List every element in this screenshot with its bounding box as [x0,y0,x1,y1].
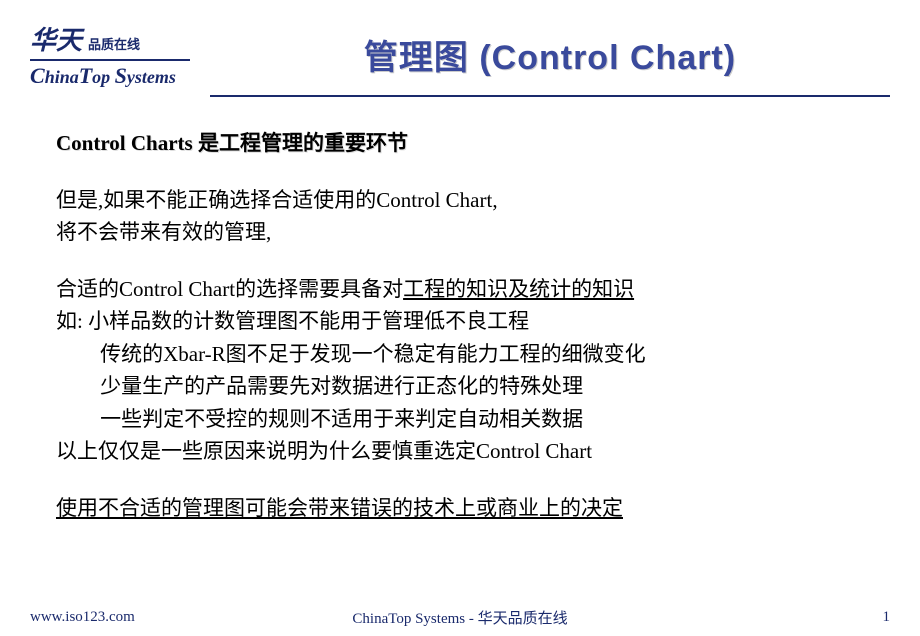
text-line: 但是,如果不能正确选择合适使用的Control Chart, [56,184,864,217]
text-line: 少量生产的产品需要先对数据进行正态化的特殊处理 [56,370,864,403]
text-line: 使用不合适的管理图可能会带来错误的技术上或商业上的决定 [56,496,623,520]
logo-underline [30,59,190,61]
page-title: 管理图 (Control Chart) [210,30,890,79]
logo-tagline: 品质在线 [88,34,140,53]
paragraph-2: 合适的Control Chart的选择需要具备对工程的知识及统计的知识 如: 小… [56,273,864,468]
footer: www.iso123.com ChinaTop Systems - 华天品质在线… [0,609,920,626]
text-line: 如: 小样品数的计数管理图不能用于管理低不良工程 [56,305,864,338]
paragraph-3: 使用不合适的管理图可能会带来错误的技术上或商业上的决定 [56,492,864,525]
paragraph-1: 但是,如果不能正确选择合适使用的Control Chart, 将不会带来有效的管… [56,184,864,249]
text-line: 合适的Control Chart的选择需要具备对工程的知识及统计的知识 [56,273,864,306]
logo: 华天 品质在线 ChinaTop Systems [30,20,210,89]
footer-url: www.iso123.com [30,609,135,626]
logo-chinese: 华天 [30,20,82,57]
text-line: 一些判定不受控的规则不适用于来判定自动相关数据 [56,403,864,436]
footer-center: ChinaTop Systems - 华天品质在线 [352,607,567,628]
slide-body: Control Charts 是工程管理的重要环节 但是,如果不能正确选择合适使… [0,97,920,524]
subheading: Control Charts 是工程管理的重要环节 [56,127,864,160]
text-line: 将不会带来有效的管理, [56,216,864,249]
text-line: 以上仅仅是一些原因来说明为什么要慎重选定Control Chart [56,435,864,468]
page-number: 1 [883,609,891,626]
text-line: 传统的Xbar-R图不足于发现一个稳定有能力工程的细微变化 [56,338,864,371]
logo-english: ChinaTop Systems [30,63,176,89]
